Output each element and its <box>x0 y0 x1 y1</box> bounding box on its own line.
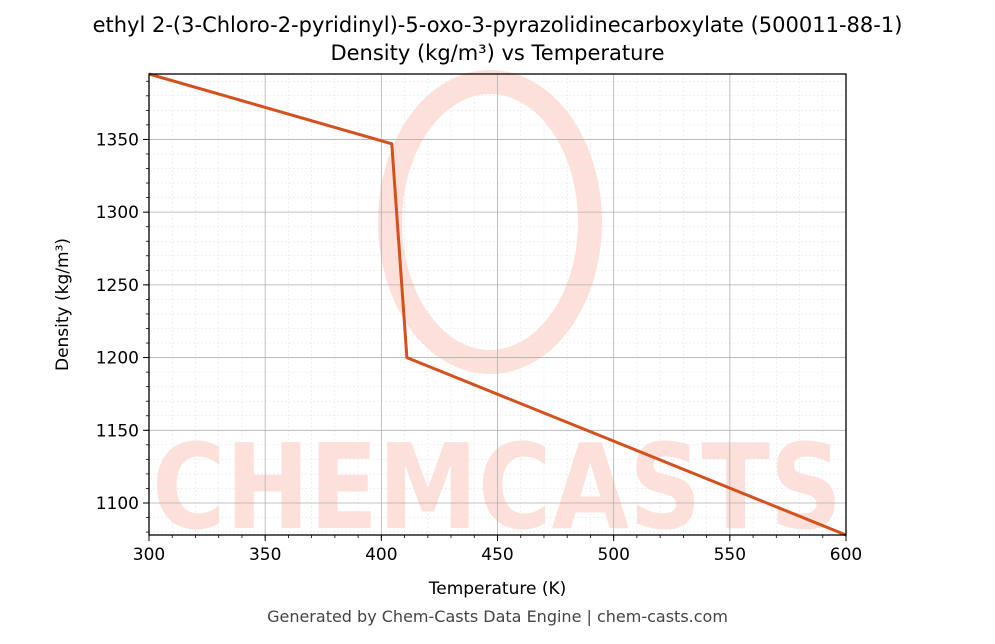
y-axis-ticks: 1100 1150 1200 1250 1300 1350 <box>96 80 149 533</box>
y-tick-label: 1200 <box>96 349 139 369</box>
footer-credit: Generated by Chem-Casts Data Engine | ch… <box>267 607 728 626</box>
x-axis-label: Temperature (K) <box>428 579 567 599</box>
density-line <box>148 72 847 537</box>
x-tick-label: 600 <box>830 545 862 565</box>
y-axis-label: Density (kg/m³) <box>53 238 73 371</box>
y-tick-label: 1250 <box>96 276 139 296</box>
y-tick-label: 1100 <box>96 494 139 514</box>
y-tick-label: 1300 <box>96 203 139 223</box>
x-tick-label: 500 <box>597 545 629 565</box>
x-tick-label: 300 <box>133 545 165 565</box>
x-tick-label: 450 <box>481 545 513 565</box>
watermark-swirl <box>378 70 602 374</box>
x-tick-label: 350 <box>249 545 281 565</box>
y-tick-label: 1350 <box>96 130 139 150</box>
chemcasts-watermark-logo: CHEMCASTS <box>152 70 842 556</box>
x-axis-ticks: 300 350 400 450 500 550 600 <box>133 535 862 565</box>
series-layer <box>148 72 847 537</box>
x-tick-label: 550 <box>714 545 746 565</box>
x-tick-label: 400 <box>365 545 397 565</box>
chart-subtitle: Density (kg/m³) vs Temperature <box>330 41 665 65</box>
y-tick-label: 1150 <box>96 421 139 441</box>
chart-title: ethyl 2-(3-Chloro-2-pyridinyl)-5-oxo-3-p… <box>92 13 903 37</box>
